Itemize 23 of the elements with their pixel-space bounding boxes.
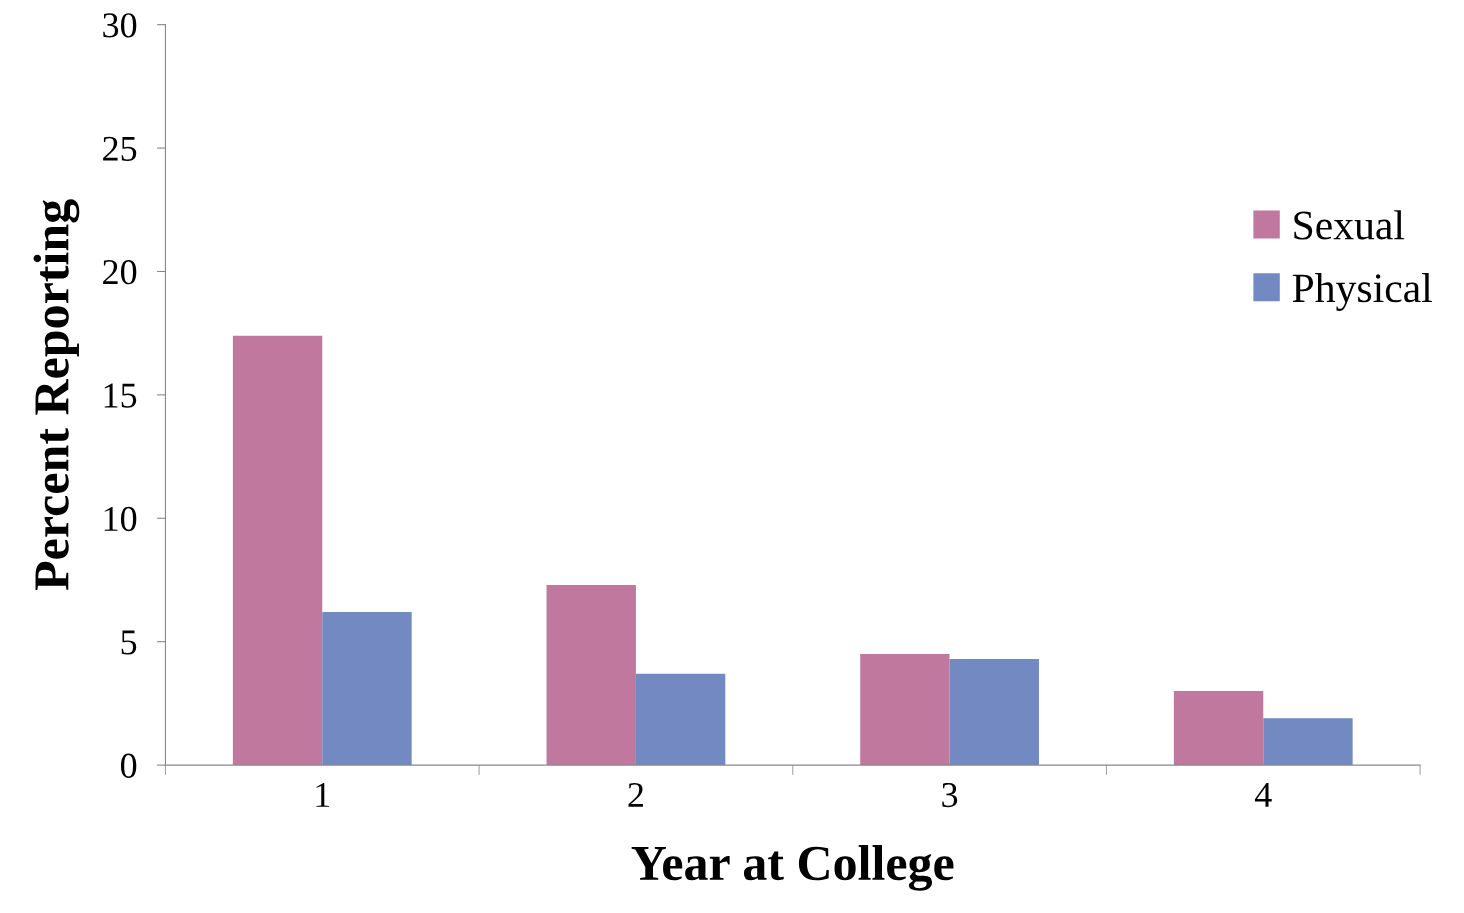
x-tick-label: 2 xyxy=(628,782,643,807)
bar xyxy=(1263,718,1353,766)
y-tick-label: 0 xyxy=(120,753,137,778)
y-tick-label: 20 xyxy=(103,259,137,285)
bar xyxy=(635,673,726,766)
bar xyxy=(949,658,1039,766)
bar xyxy=(232,335,323,766)
bar xyxy=(322,612,412,766)
y-tick-label: 30 xyxy=(103,13,137,38)
bar xyxy=(1173,691,1264,766)
y-axis-title: Percent Reporting xyxy=(33,199,80,591)
x-tick-label: 4 xyxy=(1254,783,1272,807)
y-tick-label: 10 xyxy=(104,506,137,532)
legend-label: Physical xyxy=(1292,273,1432,311)
x-tick-label: 1 xyxy=(316,782,330,807)
y-tick-label: 15 xyxy=(104,383,137,408)
y-tick-label: 5 xyxy=(121,630,137,655)
y-tick-label: 25 xyxy=(103,136,137,161)
legend-label: Sexual xyxy=(1294,210,1405,240)
x-axis-title: Year at College xyxy=(631,845,954,891)
bar xyxy=(546,584,636,766)
bar xyxy=(860,654,950,766)
x-tick-label: 3 xyxy=(942,782,958,808)
